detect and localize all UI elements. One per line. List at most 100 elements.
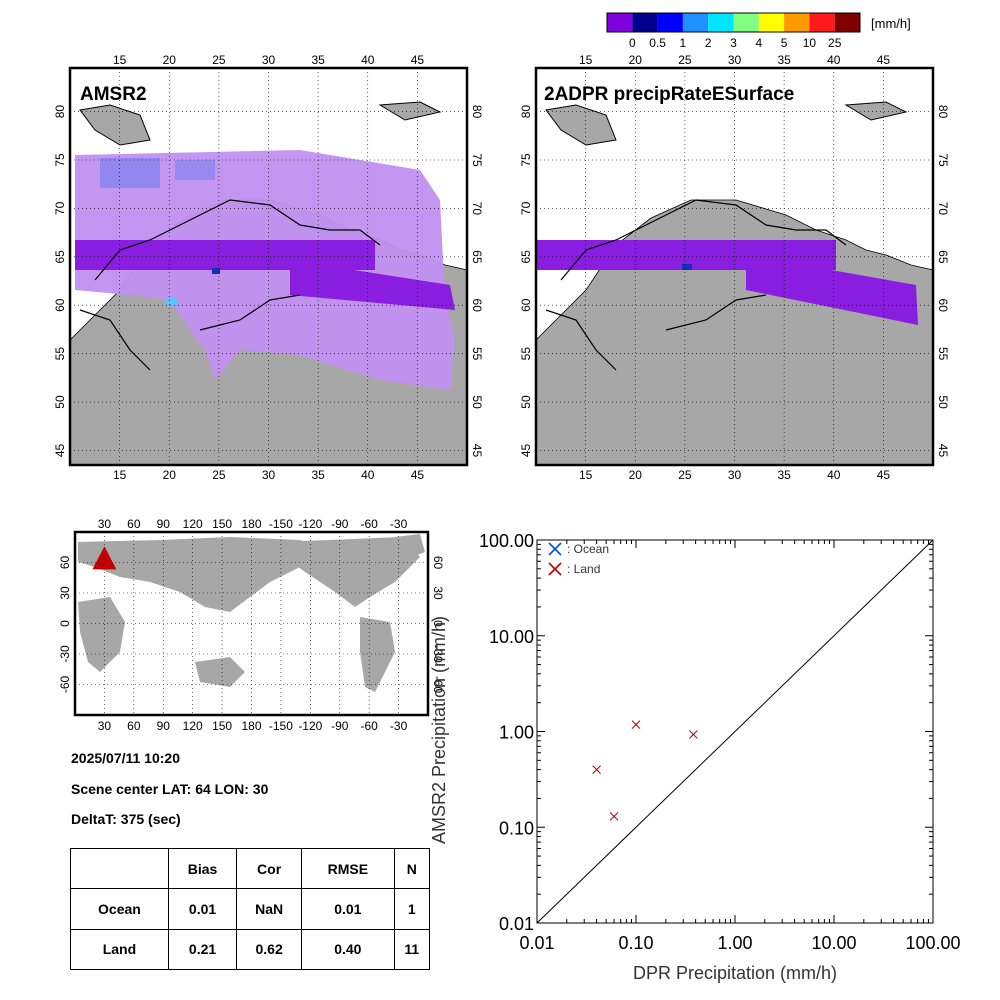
lon-tick-label: 30	[728, 468, 742, 480]
dpr-swath-east	[746, 255, 918, 325]
table-cell: 11	[393, 928, 431, 971]
lon-tick-label: 30	[728, 53, 742, 67]
lat-tick-label: 55	[519, 347, 533, 361]
colorbar-label: 5	[781, 36, 788, 50]
continent-eurasia	[78, 537, 340, 612]
table-cell: 0.40	[301, 928, 395, 971]
colorbar-box	[657, 13, 683, 32]
legend-marker-icon	[548, 542, 562, 556]
header-cell: N	[393, 847, 431, 890]
legend-label: : Ocean	[567, 542, 609, 556]
one-to-one-line	[536, 539, 934, 924]
lat-tick-label: 55	[470, 347, 484, 361]
table-cell: 0.01	[301, 888, 395, 930]
lon-tick-label: 150	[212, 719, 232, 733]
lon-tick-label: 15	[579, 53, 593, 67]
lat-tick-label: 45	[936, 444, 950, 458]
y-tick-label: 0.01	[499, 914, 534, 934]
dpr-map-title: 2ADPR precipRateESurface	[544, 84, 794, 105]
table-row: Bias Cor RMSE N	[70, 847, 431, 890]
lon-tick-label: 20	[629, 468, 643, 480]
world-map: 30 30 60 60 90 90 120 120 150 150 180 180 -150 -150 -1…	[58, 517, 445, 733]
table-cell: 0.01	[167, 888, 238, 930]
colorbar-boxes	[607, 13, 860, 32]
header-cell: Cor	[236, 847, 303, 890]
amsr2-tick-labels: 15 15 20 20 25 25 30 30 35 35 40 40 45 45 80 80 75 75 70 70…	[53, 53, 484, 480]
lat-tick-label: 30	[431, 586, 445, 600]
axis-ticks: 0.010.01 0.10 0.10 1.00 1.00 10.00 10.00 100.00…	[479, 531, 961, 953]
dpr-map: 15 15 20 20 25 25 30 30 35 35 40 40 45 45 80 80 75 75 70 70…	[519, 53, 950, 480]
lon-tick-label: 15	[113, 53, 127, 67]
amsr2-map-title: AMSR2	[80, 84, 147, 105]
data-point	[631, 720, 641, 729]
world-tick-labels: 30 30 60 60 90 90 120 120 150 150 180 180 -150 -150 -1…	[58, 517, 445, 733]
lon-tick-label: 90	[157, 719, 171, 733]
lat-tick-label: 30	[58, 586, 72, 600]
x-tick-label: 0.10	[618, 933, 653, 953]
lat-tick-label: 50	[470, 395, 484, 409]
header-cell	[70, 847, 169, 890]
lat-tick-label: 45	[519, 443, 533, 457]
lon-tick-label: -120	[298, 517, 322, 531]
lat-tick-label: 65	[470, 250, 484, 264]
x-tick-label: 1.00	[717, 933, 752, 953]
lat-tick-label: -30	[58, 645, 72, 663]
lon-tick-label: 120	[183, 719, 203, 733]
amsr2-rain-dot-2	[165, 298, 177, 306]
table-cell: NaN	[236, 888, 303, 930]
lat-tick-label: 45	[53, 443, 67, 457]
row-label: Ocean	[70, 888, 169, 930]
coastline	[545, 199, 847, 371]
y-axis-label: AMSR2 Precipitation (mm/h)	[429, 616, 449, 844]
colorbar-box	[682, 13, 709, 32]
x-tick-label: 100.00	[905, 933, 960, 953]
x-tick-label: 0.01	[519, 933, 554, 953]
coastline	[79, 199, 381, 371]
colorbar-box	[708, 13, 734, 32]
lon-tick-label: 25	[212, 468, 226, 480]
lon-tick-label: 15	[113, 468, 127, 480]
lon-tick-label: 40	[827, 468, 841, 480]
colorbar-box	[784, 13, 810, 32]
data-points	[592, 720, 698, 821]
lon-tick-label: 25	[678, 53, 692, 67]
lat-tick-label: 60	[519, 298, 533, 312]
colorbar-unit: [mm/h]	[871, 16, 911, 31]
scene-marker-icon	[92, 546, 117, 570]
table-row: Ocean 0.01 NaN 0.01 1	[70, 888, 431, 930]
data-point	[689, 730, 698, 739]
lon-tick-label: -30	[390, 719, 408, 733]
lon-tick-label: 40	[827, 53, 841, 67]
lat-tick-label: 65	[519, 250, 533, 264]
amsr2-swath-dark	[75, 240, 375, 270]
y-tick-label: 0.10	[499, 818, 534, 838]
colorbar-label: 1	[680, 36, 687, 50]
lon-tick-label: 90	[157, 517, 171, 531]
lon-tick-label: 45	[411, 468, 425, 480]
stats-table: Bias Cor RMSE N Ocean 0.01 NaN 0.01 1 La…	[70, 847, 431, 971]
world-gridlines	[75, 532, 428, 715]
table-cell: 0.62	[236, 928, 303, 971]
legend-marker-icon	[548, 562, 562, 576]
lat-tick-label: 60	[936, 299, 950, 313]
lat-tick-label: 80	[53, 105, 67, 119]
lon-tick-label: 30	[262, 53, 276, 67]
lon-tick-label: 45	[877, 53, 891, 67]
lat-tick-label: 80	[470, 105, 484, 119]
lat-tick-label: 50	[519, 395, 533, 409]
colorbar-label: 10	[803, 36, 817, 50]
data-point	[592, 765, 601, 774]
colorbar-label: 2	[705, 36, 712, 50]
x-axis-label: DPR Precipitation (mm/h)	[633, 963, 837, 983]
scatter-chart: 0.010.01 0.10 0.10 1.00 1.00 10.00 10.00 100.00…	[429, 531, 961, 983]
arctic-islands	[545, 101, 908, 146]
lat-tick-label: 50	[53, 395, 67, 409]
lat-tick-label: 80	[936, 105, 950, 119]
lon-tick-label: -60	[360, 719, 378, 733]
lat-tick-label: 70	[519, 201, 533, 215]
lon-tick-label: -60	[360, 517, 378, 531]
y-tick-label: 10.00	[489, 627, 534, 647]
colorbar-box	[758, 13, 785, 32]
data-point	[609, 811, 619, 821]
scene-deltat: DeltaT: 375 (sec)	[71, 811, 181, 827]
